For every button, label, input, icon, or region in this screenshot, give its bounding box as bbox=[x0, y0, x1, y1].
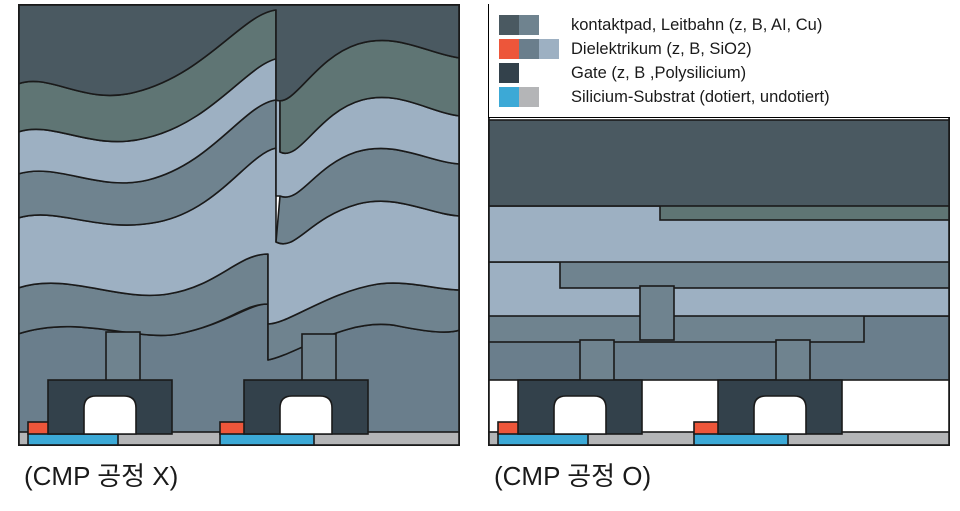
legend-row: Silicium-Substrat (dotiert, undotiert) bbox=[499, 86, 940, 108]
legend-swatch bbox=[519, 39, 539, 59]
legend-swatch bbox=[499, 63, 519, 83]
legend-swatch bbox=[499, 15, 519, 35]
caption-right: (CMP 공정 O) bbox=[494, 456, 950, 493]
legend-label: Gate (z, B ,Polysilicium) bbox=[571, 64, 746, 83]
legend-row: Dielektrikum (z, B, SiO2) bbox=[499, 38, 940, 60]
caption-left: (CMP 공정 X) bbox=[24, 456, 460, 493]
legend-swatch bbox=[539, 39, 559, 59]
legend-swatch bbox=[499, 39, 519, 59]
legend-label: kontaktpad, Leitbahn (z, B, AI, Cu) bbox=[571, 16, 822, 35]
legend-swatch bbox=[519, 15, 539, 35]
cross-section-wavy bbox=[18, 4, 460, 446]
legend-label: Silicium-Substrat (dotiert, undotiert) bbox=[571, 88, 830, 107]
panel-with-cmp: kontaktpad, Leitbahn (z, B, AI, Cu) Diele… bbox=[488, 4, 950, 493]
legend-row: kontaktpad, Leitbahn (z, B, AI, Cu) bbox=[499, 14, 940, 36]
legend-swatch bbox=[499, 87, 519, 107]
legend-swatch bbox=[519, 87, 539, 107]
legend-row: Gate (z, B ,Polysilicium) bbox=[499, 62, 940, 84]
panel-without-cmp: (CMP 공정 X) bbox=[18, 4, 460, 493]
legend-label: Dielektrikum (z, B, SiO2) bbox=[571, 40, 752, 59]
legend-box: kontaktpad, Leitbahn (z, B, AI, Cu) Diele… bbox=[488, 4, 950, 118]
